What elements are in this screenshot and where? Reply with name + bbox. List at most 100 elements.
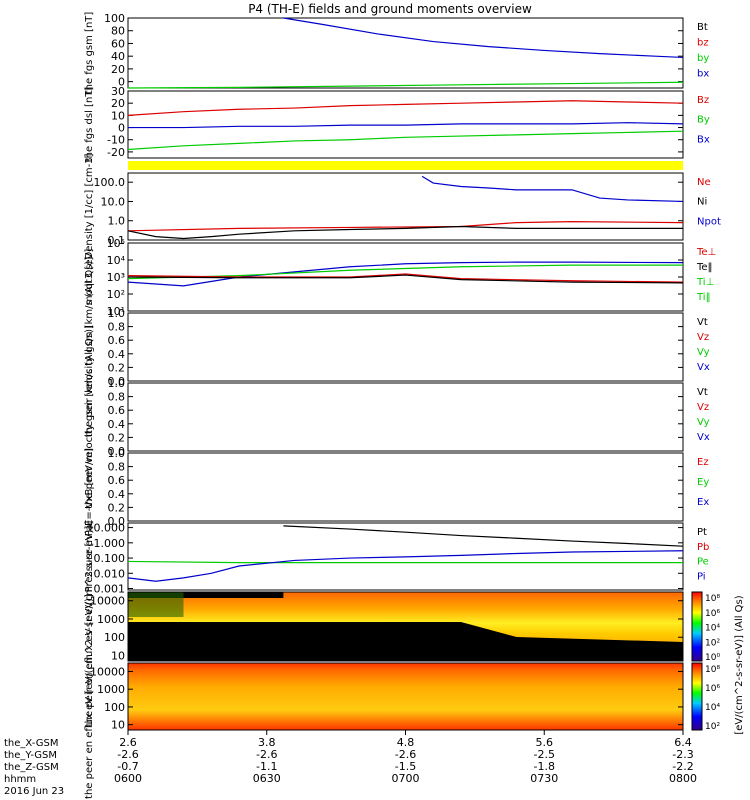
x-tick-label: -2.2 xyxy=(672,760,693,773)
y-tick-label: 1.0 xyxy=(108,377,126,390)
y-tick-label: 10² xyxy=(107,288,125,301)
x-axis-row-label: the_Z-GSM xyxy=(4,762,59,773)
series-line xyxy=(127,130,684,151)
colorbar-tick-label: 10⁸ xyxy=(705,594,720,604)
x-tick-label: -1.5 xyxy=(395,760,416,773)
colorbar xyxy=(691,591,703,662)
series-line xyxy=(127,225,683,240)
colorbar-tick-label: 10⁶ xyxy=(705,609,720,619)
panel-frame xyxy=(127,172,684,241)
legend-entry: Vx xyxy=(697,362,710,373)
y-tick-label: -10 xyxy=(107,134,125,147)
series-line xyxy=(127,273,684,283)
legend-entry: Ti‖ xyxy=(696,292,711,303)
y-tick-label: 1.0 xyxy=(108,307,126,320)
x-tick-label: 6.4 xyxy=(674,736,692,749)
y-tick-label: 0.6 xyxy=(108,334,126,347)
series-line xyxy=(127,274,684,284)
series-line xyxy=(421,175,684,203)
colorbar-tick-label: 10⁴ xyxy=(705,624,720,634)
figure-title: P4 (TH-E) fields and ground moments over… xyxy=(248,2,532,16)
spectrogram-green-region xyxy=(128,592,184,617)
x-tick-label: 2.6 xyxy=(119,736,137,749)
y-tick-label: 10000 xyxy=(90,665,125,678)
legend-entry: By xyxy=(697,115,710,126)
y-tick-label: 0.4 xyxy=(108,488,126,501)
legend-entry: Pe xyxy=(697,557,709,568)
y-tick-label: 0.6 xyxy=(108,404,126,417)
y-tick-label: 30 xyxy=(111,85,125,98)
y-tick-label: 100 xyxy=(104,12,125,25)
colorbar-tick-label: 10² xyxy=(705,722,720,732)
y-tick-label: 10⁴ xyxy=(107,254,126,267)
x-tick-label: -2.5 xyxy=(534,748,555,761)
y-axis-label: moqt3 [eV] xyxy=(84,249,95,306)
legend-entry: bz xyxy=(697,38,709,49)
colorbar-tick-label: 10⁴ xyxy=(705,703,720,713)
legend-entry: Pi xyxy=(697,571,706,582)
y-tick-label: 0 xyxy=(118,122,125,135)
x-tick-label: 0800 xyxy=(669,772,697,785)
y-tick-label: 1.0 xyxy=(108,447,126,460)
legend-entry: Bt xyxy=(697,22,708,33)
y-tick-label: 20 xyxy=(111,63,125,76)
legend-entry: Vx xyxy=(697,432,710,443)
colorbar-tick-label: 10⁶ xyxy=(705,684,720,694)
y-tick-label: 40 xyxy=(111,50,125,63)
y-tick-label: 10³ xyxy=(107,271,125,284)
panel-frame xyxy=(127,522,684,591)
y-tick-label: 100 xyxy=(104,631,125,644)
x-tick-label: 0600 xyxy=(114,772,142,785)
y-axis-label: the fgs dsl [nT] xyxy=(84,87,95,163)
legend-entry: Vy xyxy=(697,347,710,358)
series-line xyxy=(283,525,684,547)
spectrogram-dark-region xyxy=(128,592,284,598)
y-tick-label: 10.000 xyxy=(87,522,126,535)
panel-frame xyxy=(127,90,684,159)
x-tick-label: -0.7 xyxy=(117,760,138,773)
legend-entry: Te‖ xyxy=(696,262,713,273)
y-tick-label: 10¹ xyxy=(107,305,125,318)
spectrogram-dark-region xyxy=(128,622,683,661)
series-line xyxy=(127,81,684,89)
colorbar-tick-label: 10² xyxy=(705,638,720,648)
y-tick-label: 0.100 xyxy=(94,552,126,565)
x-tick-label: 3.8 xyxy=(258,736,276,749)
y-tick-label: 0.8 xyxy=(108,391,126,404)
y-tick-label: 60 xyxy=(111,37,125,50)
series-line xyxy=(127,264,683,280)
y-tick-label: 10000 xyxy=(90,595,125,608)
y-tick-label: 10 xyxy=(111,109,125,122)
legend-entry: Bx xyxy=(697,134,710,145)
series-line xyxy=(127,261,684,287)
y-tick-label: 1000 xyxy=(97,613,125,626)
panel-frame xyxy=(127,452,684,522)
legend-entry: Ex xyxy=(697,497,709,508)
y-tick-label: 80 xyxy=(111,25,125,38)
y-tick-label: 1.000 xyxy=(94,537,126,550)
y-tick-label: 0.1 xyxy=(108,234,126,247)
x-tick-label: 0630 xyxy=(253,772,281,785)
series-line xyxy=(127,550,684,582)
y-tick-label: 0.0 xyxy=(108,375,126,388)
x-tick-label: 0700 xyxy=(392,772,420,785)
y-tick-label: 100.0 xyxy=(94,176,126,189)
y-tick-label: 0.0 xyxy=(108,515,126,528)
y-axis-label: the peer velocity gsm [km/s (All Qs)] xyxy=(84,325,95,509)
y-tick-label: 10 xyxy=(111,719,125,732)
y-tick-label: 1.0 xyxy=(108,215,126,228)
series-line xyxy=(127,560,683,564)
panel-frame xyxy=(127,382,684,452)
legend-entry: Ne xyxy=(697,177,711,188)
legend-entry: Ti⊥ xyxy=(696,277,714,288)
y-tick-label: 0.8 xyxy=(108,461,126,474)
x-axis-row-label: hhmm xyxy=(4,774,36,785)
legend-entry: Bz xyxy=(697,95,709,106)
y-tick-label: 0.4 xyxy=(108,418,126,431)
spectrogram-fill xyxy=(128,663,683,730)
x-tick-label: 4.8 xyxy=(397,736,415,749)
series-line xyxy=(128,122,684,129)
legend-entry: by xyxy=(697,53,709,64)
